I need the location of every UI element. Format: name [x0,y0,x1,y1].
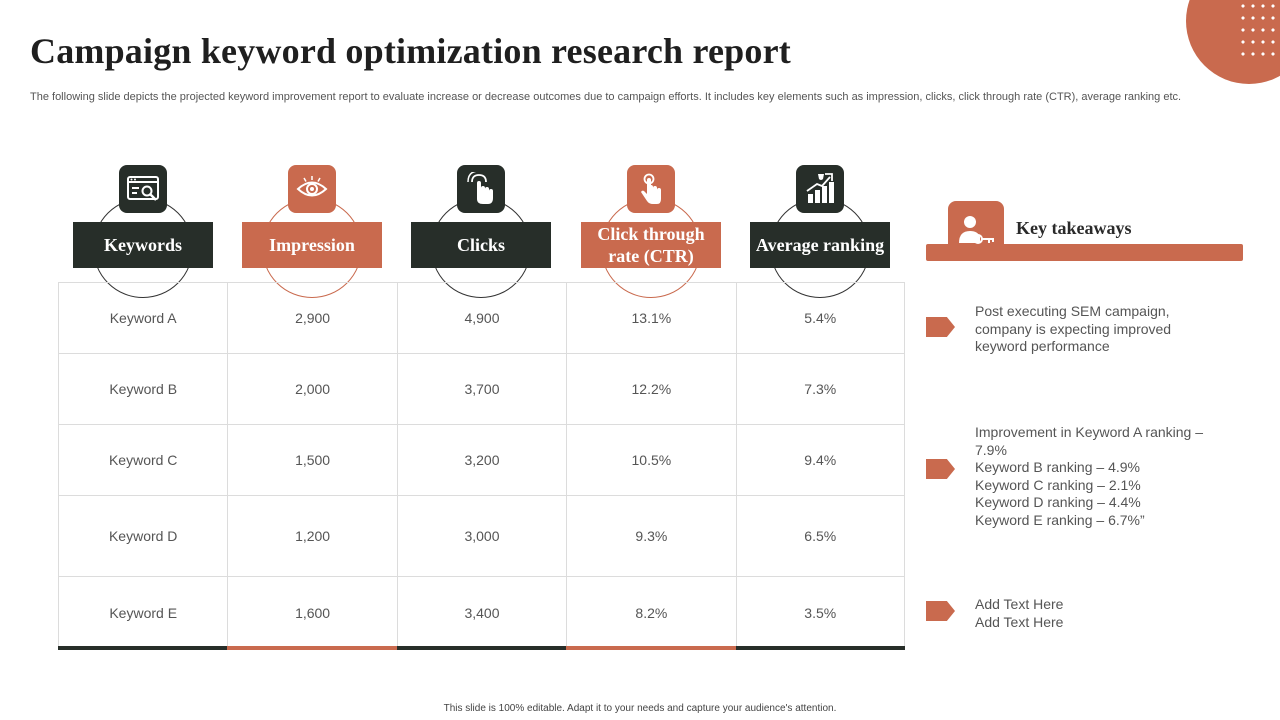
bottom-bar [735,646,905,650]
cell-clicks: 3,000 [396,496,566,576]
table-row: Keyword A 2,900 4,900 13.1% 5.4% [58,283,905,354]
header-label: Clicks [411,222,551,268]
cell-clicks: 3,400 [396,577,566,648]
header-label: Impression [242,222,382,268]
takeaway-text: Improvement in Keyword A ranking – 7.9% … [975,424,1204,528]
cell-keyword: Keyword A [58,283,227,353]
column-header-average-ranking: Average ranking [750,163,890,299]
cell-impression: 1,200 [227,496,396,576]
slide-footer: This slide is 100% editable. Adapt it to… [443,703,837,714]
cell-ctr: 13.1% [566,283,735,353]
keyword-table: Keyword A 2,900 4,900 13.1% 5.4% Keyword… [58,282,905,648]
arrow-icon [926,601,955,621]
column-header-clicks: Clicks [411,163,551,299]
eye-icon [288,165,336,213]
cell-average-ranking: 3.5% [735,577,905,648]
trophy-chart-icon [796,165,844,213]
dot-pattern [1238,0,1280,56]
table-row: Keyword C 1,500 3,200 10.5% 9.4% [58,425,905,496]
cell-keyword: Keyword E [58,577,227,648]
column-header-impression: Impression [242,163,382,299]
header-label: Keywords [73,222,213,268]
arrow-icon [926,317,955,337]
cell-ctr: 10.5% [566,425,735,495]
header-label: Average ranking [750,222,890,268]
cell-keyword: Keyword D [58,496,227,576]
person-key-icon [948,201,1004,261]
slide-subtitle: The following slide depicts the projecte… [30,91,1182,103]
table-row: Keyword E 1,600 3,400 8.2% 3.5% [58,577,905,648]
column-header-ctr: Click through rate (CTR) [581,163,721,299]
cell-impression: 1,600 [227,577,396,648]
cell-clicks: 4,900 [396,283,566,353]
arrow-icon [926,459,955,479]
bottom-bar [227,646,397,650]
cell-impression: 2,900 [227,283,396,353]
keyword-search-icon [119,165,167,213]
table-row: Keyword B 2,000 3,700 12.2% 7.3% [58,354,905,425]
takeaway-text: Post executing SEM campaign, company is … [975,303,1172,355]
corner-decoration [1186,0,1280,84]
hand-tap-icon [457,165,505,213]
cell-clicks: 3,200 [396,425,566,495]
bottom-bar [396,646,567,650]
bottom-bar [58,646,228,650]
takeaway-text: Add Text Here Add Text Here [975,596,1064,630]
cell-keyword: Keyword C [58,425,227,495]
cell-ctr: 9.3% [566,496,735,576]
cell-ctr: 8.2% [566,577,735,648]
cell-average-ranking: 7.3% [735,354,905,424]
cell-average-ranking: 9.4% [735,425,905,495]
cell-impression: 2,000 [227,354,396,424]
table-row: Keyword D 1,200 3,000 9.3% 6.5% [58,496,905,577]
header-label: Click through rate (CTR) [581,222,721,268]
column-header-keywords: Keywords [73,163,213,299]
cell-keyword: Keyword B [58,354,227,424]
cell-average-ranking: 5.4% [735,283,905,353]
cell-average-ranking: 6.5% [735,496,905,576]
column-bottom-bars [58,646,905,650]
takeaways-title: Key takeaways [1016,218,1132,238]
bottom-bar [566,646,736,650]
cell-ctr: 12.2% [566,354,735,424]
finger-click-icon [627,165,675,213]
takeaways-header-bar [926,244,1243,261]
cell-clicks: 3,700 [396,354,566,424]
cell-impression: 1,500 [227,425,396,495]
slide-title: Campaign keyword optimization research r… [30,31,791,71]
